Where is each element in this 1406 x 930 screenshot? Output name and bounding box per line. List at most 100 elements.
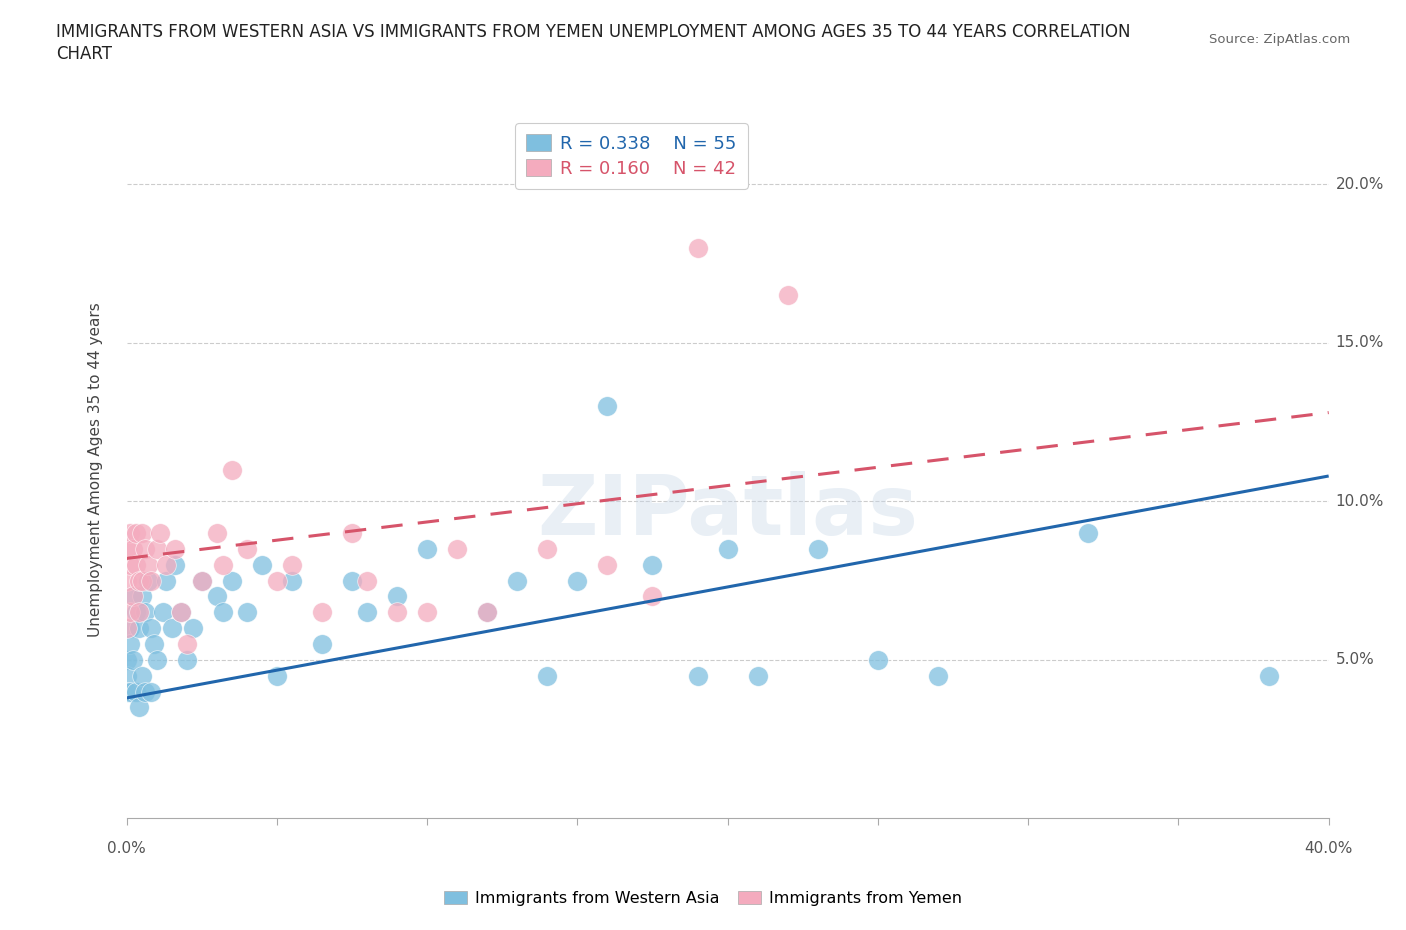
Immigrants from Western Asia (1077, 525, 1099, 540)
Immigrants from Yemen (134, 541, 156, 556)
Immigrants from Yemen (221, 462, 243, 477)
Immigrants from Western Asia (142, 636, 165, 651)
Immigrants from Yemen (356, 573, 378, 588)
Immigrants from Western Asia (340, 573, 363, 588)
Immigrants from Western Asia (356, 604, 378, 619)
Immigrants from Yemen (115, 573, 138, 588)
Immigrants from Yemen (115, 620, 138, 635)
Immigrants from Western Asia (134, 604, 156, 619)
Immigrants from Western Asia (506, 573, 529, 588)
Immigrants from Yemen (124, 557, 146, 572)
Immigrants from Yemen (128, 573, 150, 588)
Immigrants from Yemen (266, 573, 288, 588)
Immigrants from Western Asia (115, 669, 138, 684)
Immigrants from Yemen (149, 525, 172, 540)
Text: 40.0%: 40.0% (1305, 841, 1353, 856)
Immigrants from Western Asia (115, 684, 138, 699)
Legend: Immigrants from Western Asia, Immigrants from Yemen: Immigrants from Western Asia, Immigrants… (437, 884, 969, 912)
Immigrants from Western Asia (211, 604, 233, 619)
Text: 5.0%: 5.0% (1336, 652, 1375, 668)
Immigrants from Western Asia (567, 573, 589, 588)
Immigrants from Western Asia (641, 557, 664, 572)
Immigrants from Yemen (475, 604, 498, 619)
Text: 20.0%: 20.0% (1336, 177, 1384, 192)
Text: Source: ZipAtlas.com: Source: ZipAtlas.com (1209, 33, 1350, 46)
Immigrants from Yemen (155, 557, 177, 572)
Immigrants from Western Asia (190, 573, 212, 588)
Immigrants from Yemen (118, 525, 141, 540)
Immigrants from Yemen (128, 604, 150, 619)
Immigrants from Western Asia (385, 589, 408, 604)
Immigrants from Western Asia (235, 604, 259, 619)
Immigrants from Yemen (281, 557, 304, 572)
Text: ZIPatlas: ZIPatlas (537, 471, 918, 552)
Immigrants from Western Asia (128, 620, 150, 635)
Immigrants from Western Asia (747, 669, 769, 684)
Immigrants from Western Asia (131, 669, 153, 684)
Immigrants from Western Asia (475, 604, 498, 619)
Immigrants from Western Asia (118, 684, 141, 699)
Immigrants from Yemen (131, 573, 153, 588)
Immigrants from Yemen (205, 525, 228, 540)
Immigrants from Yemen (211, 557, 233, 572)
Immigrants from Western Asia (250, 557, 273, 572)
Immigrants from Western Asia (136, 573, 159, 588)
Text: CHART: CHART (56, 45, 112, 62)
Immigrants from Yemen (124, 525, 146, 540)
Immigrants from Yemen (446, 541, 468, 556)
Immigrants from Yemen (121, 589, 143, 604)
Y-axis label: Unemployment Among Ages 35 to 44 years: Unemployment Among Ages 35 to 44 years (89, 302, 103, 637)
Immigrants from Western Asia (416, 541, 439, 556)
Immigrants from Western Asia (145, 653, 167, 668)
Immigrants from Western Asia (118, 620, 141, 635)
Immigrants from Yemen (121, 541, 143, 556)
Immigrants from Yemen (136, 557, 159, 572)
Immigrants from Western Asia (139, 620, 162, 635)
Immigrants from Western Asia (121, 653, 143, 668)
Immigrants from Yemen (176, 636, 198, 651)
Immigrants from Western Asia (169, 604, 191, 619)
Immigrants from Yemen (536, 541, 558, 556)
Immigrants from Western Asia (1257, 669, 1279, 684)
Immigrants from Western Asia (155, 573, 177, 588)
Immigrants from Yemen (235, 541, 259, 556)
Text: 15.0%: 15.0% (1336, 336, 1384, 351)
Immigrants from Western Asia (163, 557, 186, 572)
Immigrants from Yemen (169, 604, 191, 619)
Immigrants from Western Asia (128, 700, 150, 715)
Immigrants from Western Asia (152, 604, 174, 619)
Immigrants from Western Asia (118, 636, 141, 651)
Immigrants from Western Asia (866, 653, 889, 668)
Immigrants from Western Asia (124, 684, 146, 699)
Immigrants from Western Asia (716, 541, 740, 556)
Immigrants from Western Asia (139, 684, 162, 699)
Text: IMMIGRANTS FROM WESTERN ASIA VS IMMIGRANTS FROM YEMEN UNEMPLOYMENT AMONG AGES 35: IMMIGRANTS FROM WESTERN ASIA VS IMMIGRAN… (56, 23, 1130, 41)
Immigrants from Yemen (118, 557, 141, 572)
Immigrants from Yemen (340, 525, 363, 540)
Immigrants from Western Asia (181, 620, 204, 635)
Immigrants from Yemen (145, 541, 167, 556)
Immigrants from Western Asia (927, 669, 949, 684)
Immigrants from Western Asia (176, 653, 198, 668)
Immigrants from Yemen (163, 541, 186, 556)
Immigrants from Western Asia (160, 620, 183, 635)
Immigrants from Yemen (118, 604, 141, 619)
Immigrants from Western Asia (266, 669, 288, 684)
Immigrants from Western Asia (807, 541, 830, 556)
Immigrants from Western Asia (124, 604, 146, 619)
Immigrants from Yemen (385, 604, 408, 619)
Immigrants from Yemen (641, 589, 664, 604)
Immigrants from Western Asia (121, 589, 143, 604)
Immigrants from Western Asia (596, 399, 619, 414)
Immigrants from Yemen (190, 573, 212, 588)
Legend: R = 0.338    N = 55, R = 0.160    N = 42: R = 0.338 N = 55, R = 0.160 N = 42 (515, 123, 748, 189)
Immigrants from Yemen (131, 525, 153, 540)
Text: 0.0%: 0.0% (107, 841, 146, 856)
Immigrants from Western Asia (134, 684, 156, 699)
Immigrants from Yemen (139, 573, 162, 588)
Immigrants from Yemen (311, 604, 333, 619)
Immigrants from Yemen (596, 557, 619, 572)
Immigrants from Western Asia (131, 589, 153, 604)
Immigrants from Yemen (776, 287, 799, 302)
Immigrants from Western Asia (311, 636, 333, 651)
